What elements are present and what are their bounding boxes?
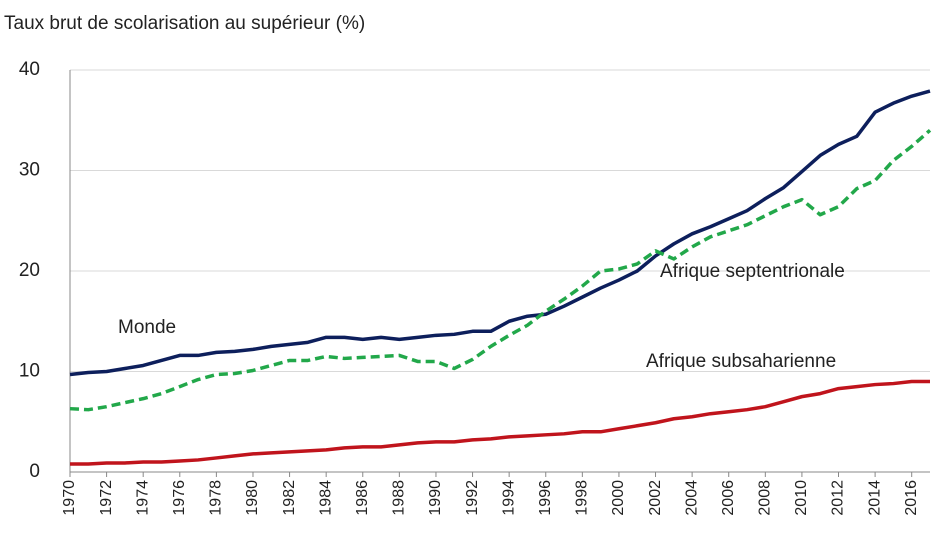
y-tick-label: 0 — [29, 461, 40, 482]
x-tick-label: 2008 — [757, 480, 774, 516]
x-tick-label: 2016 — [903, 480, 920, 516]
x-tick-label: 1984 — [317, 480, 334, 516]
x-tick-label: 2000 — [610, 480, 627, 516]
series-label: Afrique septentrionale — [660, 261, 845, 282]
y-tick-label: 10 — [19, 361, 40, 382]
x-tick-label: 1990 — [427, 480, 444, 516]
x-tick-label: 1998 — [574, 480, 591, 516]
series-line — [70, 379, 930, 466]
x-tick-label: 1974 — [134, 480, 151, 516]
x-tick-label: 1976 — [171, 480, 188, 516]
x-tick-label: 2012 — [830, 480, 847, 516]
x-tick-label: 1996 — [537, 480, 554, 516]
x-tick-label: 1978 — [208, 480, 225, 516]
x-tick-label: 1986 — [354, 480, 371, 516]
x-tick-label: 1980 — [244, 480, 261, 516]
x-tick-label: 1988 — [391, 480, 408, 516]
y-tick-label: 30 — [19, 160, 40, 181]
x-tick-label: 1970 — [61, 480, 78, 516]
x-tick-label: 2006 — [720, 480, 737, 516]
series-label: Afrique subsaharienne — [646, 351, 836, 372]
chart-title: Taux brut de scolarisation au supérieur … — [4, 13, 365, 34]
x-tick-label: 1994 — [500, 480, 517, 516]
x-tick-label: 1992 — [464, 480, 481, 516]
x-tick-label: 1972 — [98, 480, 115, 516]
series-line — [69, 128, 932, 412]
x-tick-label: 2004 — [683, 480, 700, 516]
y-tick-label: 40 — [19, 59, 40, 80]
x-tick-label: 2014 — [866, 480, 883, 516]
x-tick-label: 2002 — [647, 480, 664, 516]
series-label: Monde — [118, 317, 176, 338]
x-tick-label: 1982 — [281, 480, 298, 516]
y-tick-label: 20 — [19, 260, 40, 281]
x-tick-label: 2010 — [793, 480, 810, 516]
series-line — [69, 89, 931, 377]
